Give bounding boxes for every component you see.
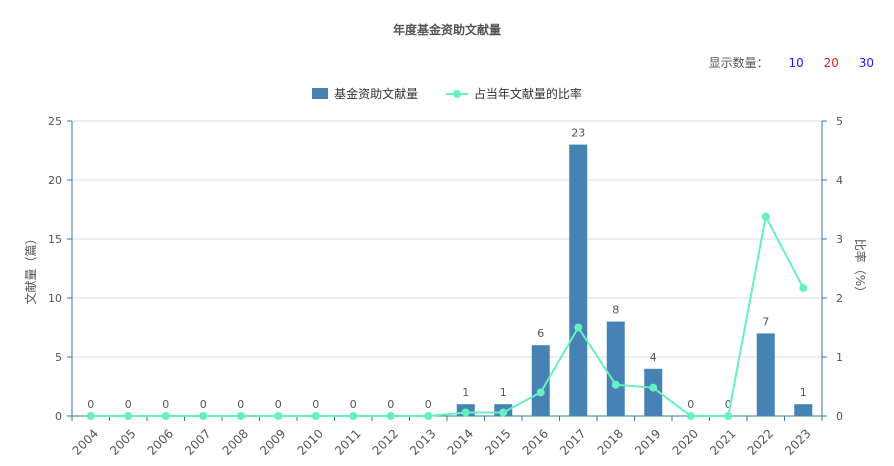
bar-value-label: 1 (500, 386, 507, 399)
x-tick-label: 2020 (670, 426, 701, 457)
x-tick-label: 2023 (782, 426, 813, 457)
x-tick-label: 2011 (332, 426, 363, 457)
bar-value-label: 0 (312, 398, 319, 411)
ratio-point (686, 412, 695, 420)
bar-value-label: 23 (571, 127, 585, 140)
ratio-point (199, 412, 208, 420)
legend-label-bar-series: 基金资助文献量 (334, 87, 419, 101)
y-right-tick-label: 4 (836, 174, 843, 187)
ratio-point (236, 412, 245, 420)
ratio-point (724, 412, 733, 420)
bar-value-label: 0 (725, 398, 732, 411)
bar-value-label: 0 (162, 398, 169, 411)
bar (756, 333, 775, 416)
display-count-10[interactable]: 10 (788, 56, 804, 70)
y-right-tick-label: 5 (836, 115, 843, 128)
ratio-point (799, 283, 808, 292)
bar-value-label: 0 (687, 398, 694, 411)
ratio-point (386, 412, 395, 420)
legend-item-line-series[interactable]: 占当年文献量的比率 (445, 85, 582, 102)
bar-value-label: 0 (87, 398, 94, 411)
ratio-point (499, 408, 508, 417)
y-right-tick-label: 1 (836, 351, 843, 364)
x-tick-label: 2019 (632, 426, 663, 457)
ratio-series-line (90, 213, 805, 417)
display-count-20[interactable]: 20 (823, 56, 839, 70)
x-tick-label: 2022 (745, 426, 776, 457)
line-series-swatch-icon (445, 88, 468, 99)
bar-value-label: 8 (612, 304, 619, 317)
ratio-point (424, 412, 433, 420)
x-tick-label: 2013 (407, 426, 438, 457)
legend-item-bar-series[interactable]: 基金资助文献量 (312, 85, 418, 102)
y-left-axis-title: 文献量（篇） (23, 232, 38, 304)
chart-legend: 基金资助文献量 占当年文献量的比率 (0, 85, 894, 102)
x-tick-label: 2014 (445, 426, 476, 457)
bar (794, 404, 813, 416)
ratio-point (761, 212, 770, 221)
x-tick-label: 2009 (257, 426, 288, 457)
y-left-tick-label: 0 (55, 410, 62, 423)
bar-series-swatch-icon (312, 88, 329, 99)
bar-value-label: 1 (800, 386, 807, 399)
x-tick-label: 2005 (107, 426, 138, 457)
display-count-30[interactable]: 30 (858, 56, 874, 70)
ratio-point (461, 408, 470, 417)
x-tick-label: 2010 (295, 426, 326, 457)
bar-value-label: 7 (762, 315, 769, 328)
bar (531, 345, 550, 416)
ratio-point (86, 412, 95, 420)
x-tick-label: 2007 (182, 426, 213, 457)
ratio-point (536, 388, 545, 397)
x-tick-label: 2012 (370, 426, 401, 457)
bar-value-label: 0 (237, 398, 244, 411)
ratio-point (161, 412, 170, 420)
bar-value-label: 6 (537, 327, 544, 340)
ratio-point (349, 412, 358, 420)
legend-label-line-series: 占当年文献量的比率 (473, 87, 582, 101)
x-tick-label: 2006 (145, 426, 176, 457)
y-left-tick-label: 10 (48, 292, 62, 305)
display-count-control: 显示数量： 10 20 30 (709, 54, 874, 71)
bar-value-label: 4 (650, 351, 657, 364)
bar-value-label: 0 (125, 398, 132, 411)
bar (569, 144, 588, 416)
display-count-label: 显示数量： (708, 56, 769, 70)
y-right-tick-label: 0 (836, 410, 843, 423)
y-right-tick-label: 3 (836, 233, 843, 246)
x-tick-label: 2015 (482, 426, 513, 457)
y-left-tick-label: 20 (48, 174, 62, 187)
x-tick-label: 2016 (520, 426, 551, 457)
x-tick-label: 2021 (707, 426, 738, 457)
ratio-point (274, 412, 283, 420)
y-right-tick-label: 2 (836, 292, 843, 305)
ratio-point (649, 383, 658, 392)
bar-value-label: 0 (350, 398, 357, 411)
ratio-point (574, 323, 583, 332)
x-tick-label: 2008 (220, 426, 251, 457)
y-right-axis-title: 比率（%） (853, 239, 868, 298)
ratio-point (611, 380, 620, 389)
bar-value-label: 1 (462, 386, 469, 399)
bar (606, 321, 625, 416)
bar-value-label: 0 (425, 398, 432, 411)
y-left-tick-label: 25 (48, 115, 62, 128)
x-tick-label: 2018 (595, 426, 626, 457)
bar-value-label: 0 (200, 398, 207, 411)
y-left-tick-label: 5 (55, 351, 62, 364)
chart-title: 年度基金资助文献量 (392, 23, 501, 37)
ratio-point (311, 412, 320, 420)
bar (644, 368, 663, 416)
y-left-tick-label: 15 (48, 233, 62, 246)
x-tick-label: 2004 (70, 426, 101, 457)
bar-value-label: 0 (387, 398, 394, 411)
ratio-point (124, 412, 133, 420)
bar-value-label: 0 (275, 398, 282, 411)
x-tick-label: 2017 (557, 426, 588, 457)
